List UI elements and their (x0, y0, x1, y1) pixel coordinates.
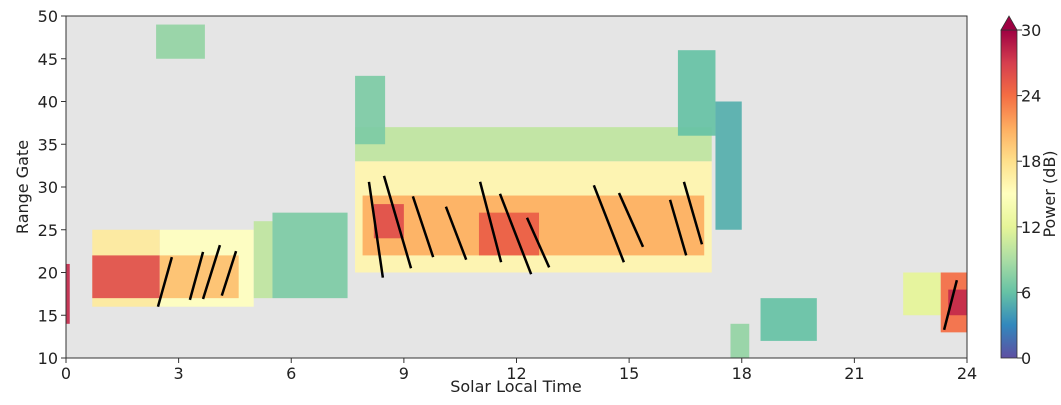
colorbar-tick-label: 30 (1021, 21, 1041, 40)
y-tick-label: 25 (38, 221, 58, 240)
colorbar-tick-label: 18 (1021, 152, 1041, 171)
heatmap-cell (92, 255, 160, 299)
x-tick-label: 3 (174, 364, 184, 383)
y-tick-label: 10 (38, 349, 58, 368)
heatmap-cell (715, 101, 742, 230)
heatmap-cell (156, 24, 205, 59)
annotation-line (156, 256, 174, 308)
heatmap-cell (373, 204, 404, 239)
heatmap-cell (272, 212, 348, 299)
annotation-line (188, 251, 205, 301)
heatmap-cell (66, 263, 70, 324)
x-tick-label: 6 (286, 364, 296, 383)
annotation-line (367, 181, 385, 278)
x-tick-label: 21 (844, 364, 864, 383)
heatmap-cell (355, 75, 386, 145)
annotation-line (220, 250, 238, 296)
annotation-line (592, 184, 626, 263)
annotation-line (682, 181, 704, 245)
x-tick-label: 24 (957, 364, 977, 383)
x-tick-label: 9 (399, 364, 409, 383)
annotation-line (444, 206, 468, 261)
y-tick-label: 45 (38, 50, 58, 69)
x-axis-label: Solar Local Time (450, 377, 582, 396)
x-tick-label: 12 (506, 364, 526, 383)
heatmap-cell (677, 50, 716, 136)
annotation-line (498, 193, 533, 275)
x-tick-label: 0 (61, 364, 71, 383)
y-tick-label: 15 (38, 306, 58, 325)
heatmap-cell (355, 127, 712, 162)
annotation-line (617, 192, 645, 248)
x-tick-label: 15 (619, 364, 639, 383)
annotation-line (382, 175, 413, 269)
annotation-line (525, 217, 551, 268)
y-axis-label: Range Gate (13, 140, 32, 234)
x-tick-label: 18 (732, 364, 752, 383)
heatmap-cell (903, 272, 941, 316)
heatmap-cell (253, 221, 273, 299)
colorbar-tick-label: 24 (1021, 87, 1041, 106)
y-tick-label: 20 (38, 264, 58, 283)
y-tick-label: 50 (38, 7, 58, 26)
heatmap-cell (760, 298, 817, 341)
colorbar (1000, 29, 1018, 359)
annotation-line (942, 279, 959, 331)
heatmap-cell (730, 323, 750, 358)
y-tick-label: 30 (38, 178, 58, 197)
annotation-line (411, 196, 435, 258)
annotation-line (201, 244, 222, 300)
colorbar-tick-label: 0 (1021, 349, 1031, 368)
colorbar-label: Power (dB) (1040, 150, 1059, 237)
annotation-line (478, 181, 503, 263)
y-tick-label: 40 (38, 93, 58, 112)
colorbar-tick-label: 12 (1021, 218, 1041, 237)
colorbar-extend (1000, 15, 1018, 31)
annotation-line (668, 199, 688, 256)
colorbar-tick-label: 6 (1021, 283, 1031, 302)
y-tick-label: 35 (38, 135, 58, 154)
